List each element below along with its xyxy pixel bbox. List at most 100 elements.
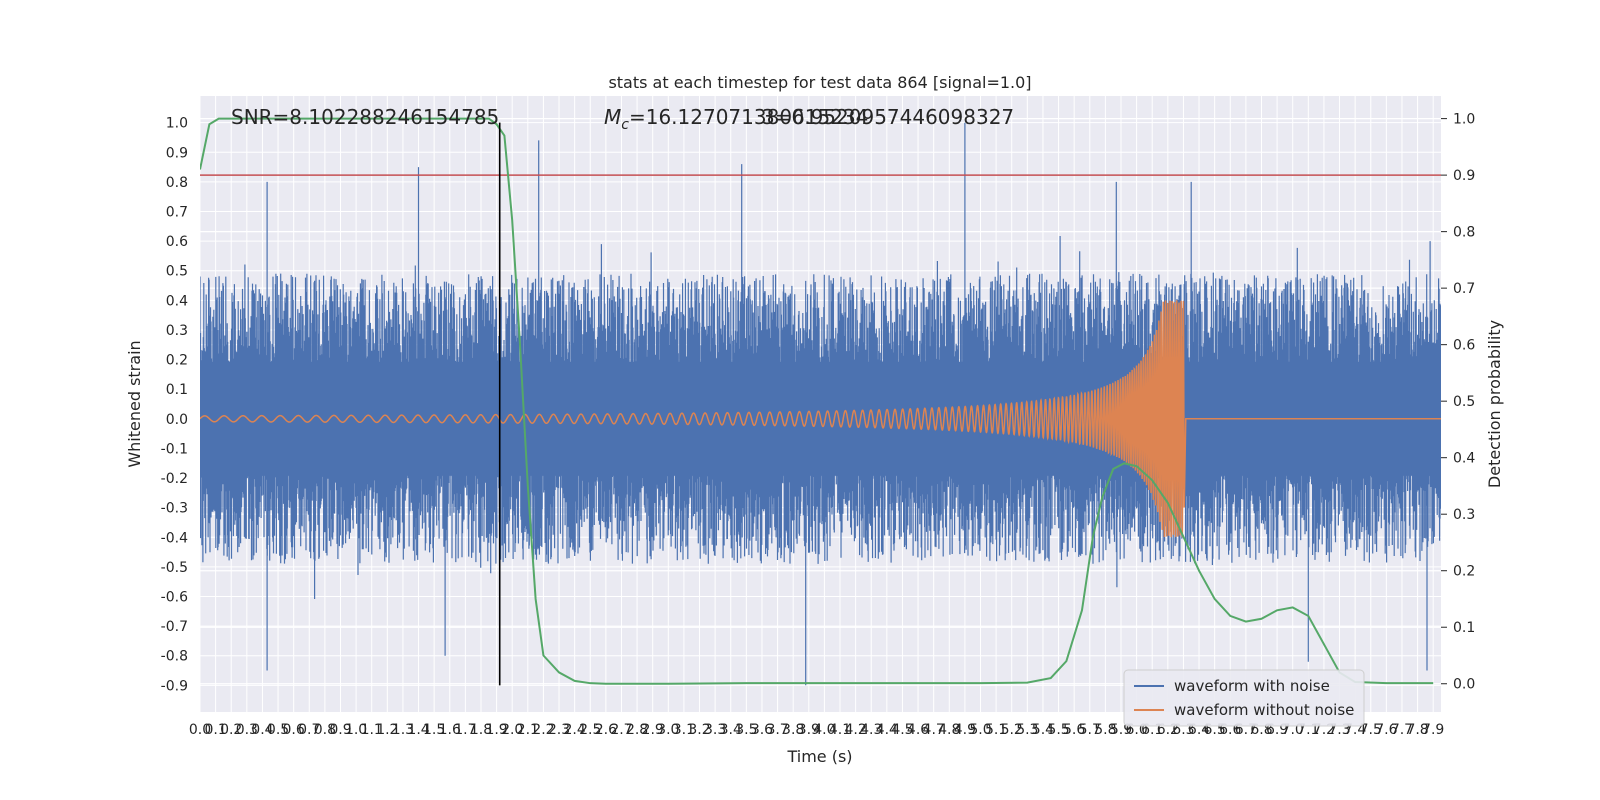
x-tick-label: 3.9: [798, 722, 820, 738]
x-tick-label: 7.5: [1360, 722, 1382, 738]
x-tick-label: 4.0: [813, 722, 835, 738]
x-tick-label: 2.2: [532, 722, 554, 738]
x-tick-label: 4.5: [891, 722, 913, 738]
x-tick-label: 1.5: [423, 722, 445, 738]
x-tick-label: 0.5: [267, 722, 289, 738]
x-tick-label: 3.7: [766, 722, 788, 738]
x-tick-label: 3.2: [688, 722, 710, 738]
y-tick-label: -0.1: [161, 441, 188, 457]
right-tick-label: 0.0: [1453, 677, 1475, 693]
y-tick-label: -0.4: [161, 530, 188, 546]
legend-label-noise: waveform with noise: [1174, 677, 1330, 695]
x-tick-label: 2.4: [564, 722, 586, 738]
x-tick-label: 7.7: [1391, 722, 1413, 738]
x-tick-label: 1.1: [361, 722, 383, 738]
y-tick-label: 0.6: [166, 234, 188, 250]
x-tick-label: 0.3: [236, 722, 258, 738]
y-tick-label: 0.7: [166, 205, 188, 221]
x-tick-label: 3.1: [673, 722, 695, 738]
right-tick-label: 0.1: [1453, 620, 1475, 636]
x-tick-label: 2.3: [548, 722, 570, 738]
y-tick-labels: -0.9 -0.8 -0.7 -0.6 -0.5 -0.4 -0.3 -0.2 -0.1 0.0 0…: [161, 116, 188, 695]
series-layer: [200, 117, 1441, 686]
x-tick-label: 0.0: [189, 722, 211, 738]
right-tick-label: 1.0: [1453, 112, 1475, 128]
detection-probability-line: [200, 117, 1434, 685]
x-tick-label: 3.5: [735, 722, 757, 738]
x-tick-label: 4.7: [923, 722, 945, 738]
x-tick-label: 1.3: [392, 722, 414, 738]
x-tick-label: 4.2: [844, 722, 866, 738]
x-tick-label: 2.8: [626, 722, 648, 738]
right-axis-label: Detection probability: [1485, 320, 1504, 488]
y-tick-label: 0.2: [166, 353, 188, 369]
y-tick-label: 0.3: [166, 323, 188, 339]
x-tick-label: 2.7: [610, 722, 632, 738]
right-tick-label: 0.8: [1453, 225, 1475, 241]
x-tick-label: 4.9: [954, 722, 976, 738]
y-tick-label: -0.5: [161, 560, 188, 576]
y-tick-label: 0.0: [166, 412, 188, 428]
legend: waveform with noise waveform without noi…: [1123, 669, 1365, 727]
x-tick-label: 5.3: [1016, 722, 1038, 738]
x-tick-label: 7.6: [1375, 722, 1397, 738]
x-tick-label: 2.6: [595, 722, 617, 738]
x-tick-label: 4.3: [860, 722, 882, 738]
x-tick-label: 1.9: [485, 722, 507, 738]
right-tick-label: 0.5: [1453, 394, 1475, 410]
clean-waveform-line: [200, 300, 1441, 538]
y-tick-label: -0.7: [161, 619, 188, 635]
x-tick-label: 7.9: [1422, 722, 1444, 738]
x-tick-label: 0.9: [329, 722, 351, 738]
x-tick-label: 1.2: [376, 722, 398, 738]
right-tick-label: 0.6: [1453, 338, 1475, 354]
x-tick-label: 2.9: [642, 722, 664, 738]
x-tick-label: 2.1: [517, 722, 539, 738]
x-tick-label: 3.6: [751, 722, 773, 738]
right-tick-labels: 0.0 0.1 0.2 0.3 0.4 0.5 0.6 0.7 0.8 0.9 1.0: [1441, 112, 1475, 693]
right-tick-label: 0.9: [1453, 168, 1475, 184]
y-tick-label: 0.1: [166, 382, 188, 398]
x-tick-label: 5.1: [985, 722, 1007, 738]
chart-title: stats at each timestep for test data 864…: [608, 73, 1031, 92]
right-tick-label: 0.7: [1453, 281, 1475, 297]
y-tick-label: -0.8: [161, 649, 188, 665]
y-axis-label: Whitened strain: [125, 340, 144, 467]
x-tick-label: 3.0: [657, 722, 679, 738]
x-tick-label: 1.8: [470, 722, 492, 738]
legend-label-clean: waveform without noise: [1174, 701, 1354, 719]
y-tick-label: -0.2: [161, 471, 188, 487]
x-tick-label: 0.8: [314, 722, 336, 738]
x-tick-label: 5.5: [1047, 722, 1069, 738]
x-tick-label: 5.8: [1094, 722, 1116, 738]
chirp-mass-annotation: Mc=16.127071380615234: [604, 105, 868, 133]
x-tick-label: 0.1: [204, 722, 226, 738]
x-tick-label: 2.5: [579, 722, 601, 738]
x-tick-label: 1.6: [439, 722, 461, 738]
mc-value: =16.127071380615234: [629, 105, 868, 129]
x-tick-label: 2.0: [501, 722, 523, 738]
x-tick-label: 5.2: [1001, 722, 1023, 738]
y-tick-label: 0.9: [166, 145, 188, 161]
mc-symbol: M: [604, 105, 621, 129]
y-tick-label: 0.4: [166, 293, 188, 309]
x-tick-label: 1.0: [345, 722, 367, 738]
x-tick-label: 5.0: [969, 722, 991, 738]
x-tick-label: 4.8: [938, 722, 960, 738]
x-tick-label: 4.6: [907, 722, 929, 738]
x-tick-label: 4.4: [876, 722, 898, 738]
x-tick-label: 4.1: [829, 722, 851, 738]
x-tick-label: 3.4: [720, 722, 742, 738]
x-tick-label: 0.2: [220, 722, 242, 738]
x-tick-label: 1.4: [407, 722, 429, 738]
mc-subscript: c: [621, 117, 629, 133]
legend-box: [1123, 669, 1365, 727]
y-tick-label: 1.0: [166, 116, 188, 132]
x-tick-label: 0.4: [251, 722, 273, 738]
y-tick-label: -0.6: [161, 590, 188, 606]
snr-annotation: SNR=8.102288246154785: [231, 105, 499, 129]
y-tick-label: 0.5: [166, 264, 188, 280]
right-tick-label: 0.2: [1453, 564, 1475, 580]
right-tick-label: 0.4: [1453, 451, 1475, 467]
